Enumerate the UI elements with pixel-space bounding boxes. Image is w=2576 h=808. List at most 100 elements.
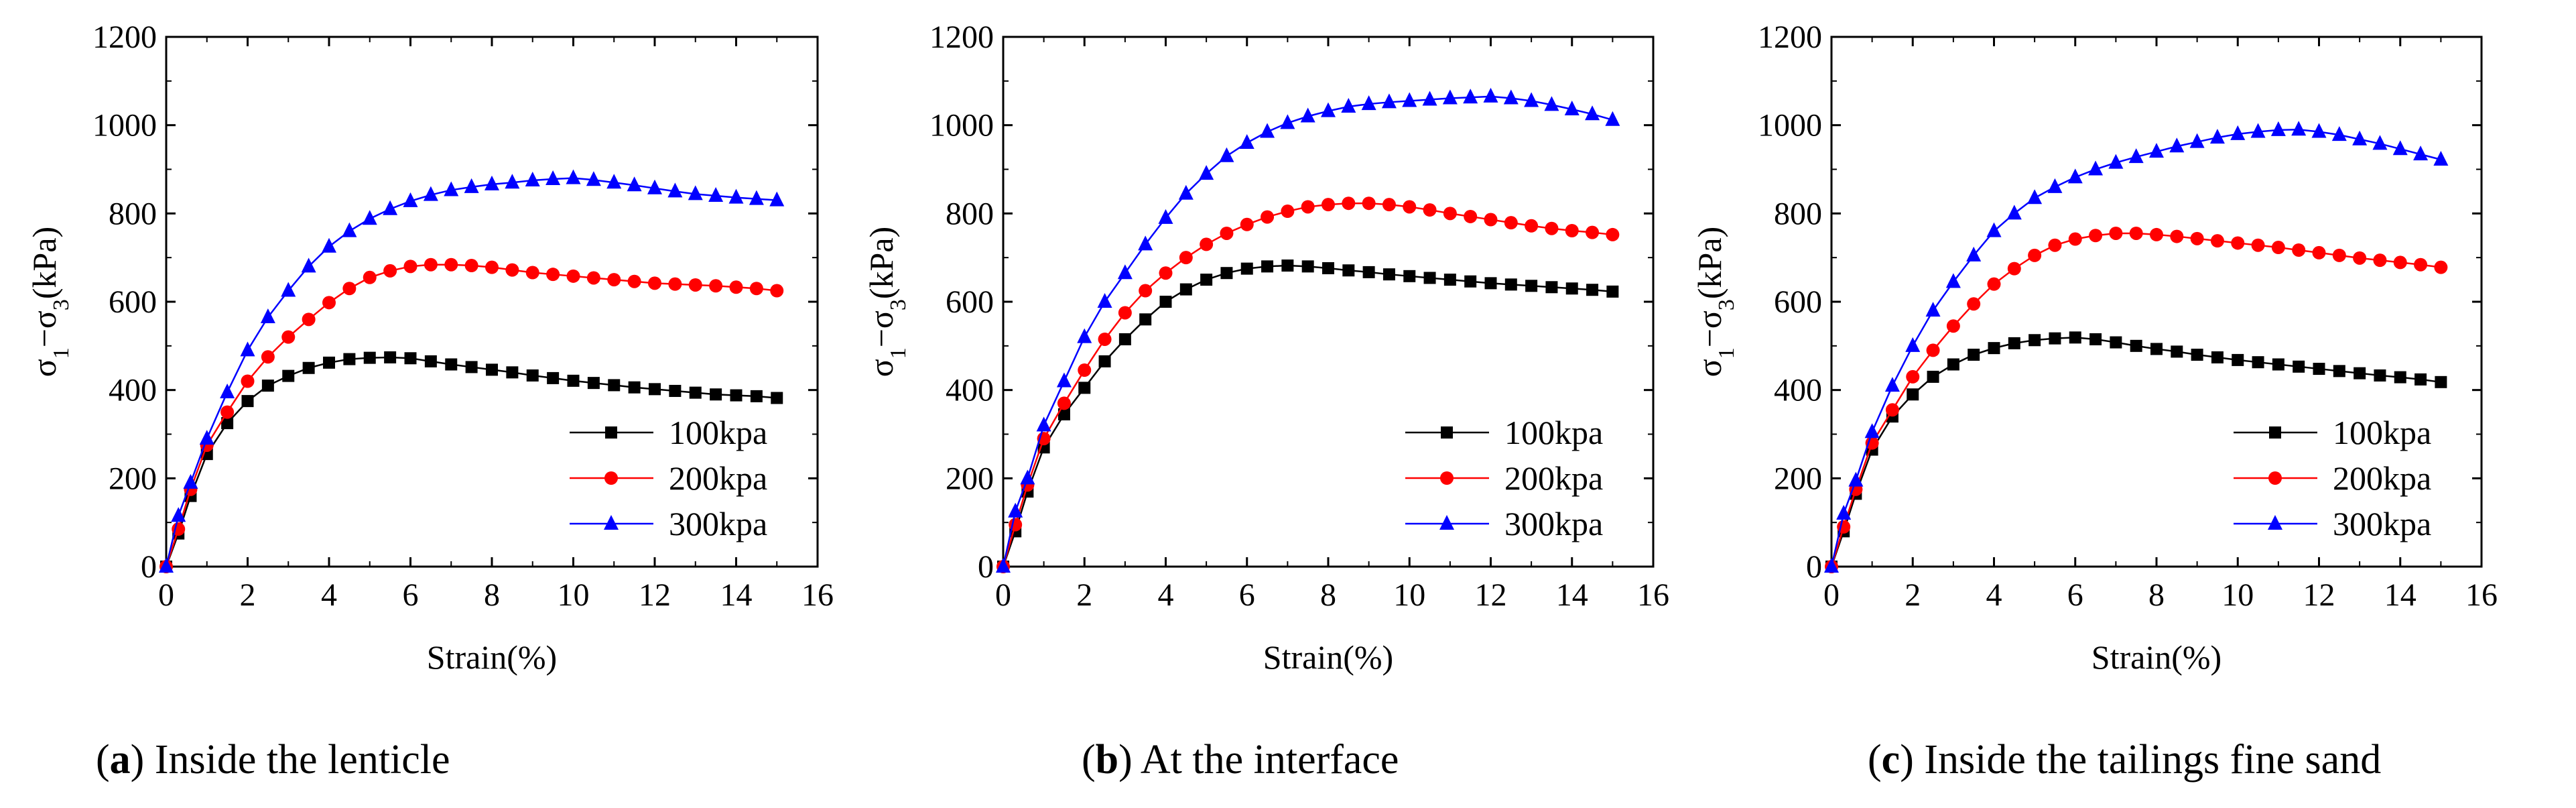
data-point-300kpa	[1178, 184, 1194, 200]
data-point-300kpa	[647, 179, 662, 194]
data-point-200kpa	[2210, 234, 2224, 248]
data-point-300kpa	[688, 185, 703, 200]
data-point-200kpa	[241, 374, 255, 388]
data-point-200kpa	[2414, 257, 2428, 272]
data-point-300kpa	[1945, 273, 1961, 288]
data-point-100kpa	[1545, 281, 1558, 294]
data-point-300kpa	[322, 237, 336, 253]
data-point-100kpa	[261, 380, 274, 392]
legend-marker-300kpa	[1439, 515, 1454, 530]
legend-label-300kpa: 300kpa	[1504, 505, 1603, 542]
data-point-300kpa	[1925, 302, 1941, 317]
data-point-300kpa	[1077, 328, 1092, 343]
x-axis-label: Strain(%)	[427, 638, 557, 676]
data-point-300kpa	[1300, 107, 1315, 123]
data-point-300kpa	[1381, 93, 1397, 109]
data-point-300kpa	[383, 200, 398, 215]
data-point-300kpa	[301, 257, 316, 273]
data-point-300kpa	[423, 186, 438, 201]
x-tick-label: 10	[558, 577, 590, 613]
data-point-200kpa	[1464, 209, 1478, 223]
data-point-100kpa	[2049, 332, 2061, 345]
data-point-200kpa	[1057, 396, 1071, 410]
x-tick-label: 12	[1475, 577, 1507, 613]
data-point-200kpa	[1885, 403, 1899, 417]
data-point-200kpa	[1586, 225, 1600, 239]
legend-marker-200kpa	[1440, 471, 1454, 485]
data-point-100kpa	[2414, 373, 2427, 386]
data-point-300kpa	[2088, 160, 2104, 176]
data-point-300kpa	[260, 308, 275, 324]
data-point-100kpa	[1565, 282, 1578, 295]
data-point-100kpa	[1403, 270, 1416, 282]
data-point-300kpa	[1463, 89, 1478, 104]
y-label-subscript: 3	[886, 299, 911, 310]
data-point-200kpa	[668, 277, 682, 291]
data-point-200kpa	[1342, 196, 1356, 211]
y-tick-label: 400	[946, 373, 994, 408]
x-tick-label: 8	[484, 577, 500, 613]
data-point-200kpa	[2028, 248, 2042, 262]
data-point-300kpa	[1503, 89, 1519, 105]
data-point-100kpa	[1342, 264, 1355, 277]
legend-label-100kpa: 100kpa	[1504, 414, 1603, 451]
data-point-300kpa	[1442, 89, 1458, 105]
y-label-part: σ	[1691, 359, 1728, 377]
y-tick-label: 800	[1774, 196, 1822, 231]
data-point-200kpa	[1322, 198, 1335, 212]
data-point-300kpa	[199, 430, 214, 445]
data-point-300kpa	[1836, 505, 1852, 520]
x-axis-label: Strain(%)	[1263, 638, 1393, 676]
legend-label-100kpa: 100kpa	[669, 414, 767, 451]
y-label-part: (kPa)	[1691, 227, 1728, 299]
data-point-100kpa	[1525, 280, 1538, 292]
data-point-200kpa	[1159, 266, 1173, 280]
data-point-300kpa	[2169, 137, 2185, 153]
data-point-300kpa	[2372, 135, 2388, 150]
data-point-100kpa	[323, 356, 335, 369]
data-point-300kpa	[1986, 222, 2002, 237]
data-point-200kpa	[2292, 243, 2306, 257]
y-label-subscript: 1	[886, 347, 911, 359]
data-point-100kpa	[1484, 277, 1497, 290]
data-point-100kpa	[628, 381, 641, 394]
data-point-200kpa	[1987, 277, 2001, 291]
data-point-300kpa	[1008, 502, 1023, 518]
data-point-100kpa	[608, 379, 621, 392]
x-tick-label: 6	[1239, 577, 1255, 613]
data-point-200kpa	[566, 269, 580, 283]
x-tick-label: 0	[158, 577, 174, 613]
y-label-subscript: 3	[49, 299, 74, 310]
data-point-100kpa	[2374, 369, 2386, 382]
x-tick-label: 16	[2465, 577, 2498, 613]
data-point-100kpa	[486, 363, 498, 376]
y-tick-label: 1200	[1758, 19, 1822, 55]
y-tick-label: 600	[1774, 284, 1822, 320]
data-point-300kpa	[1117, 264, 1133, 280]
data-point-100kpa	[2354, 367, 2366, 380]
y-tick-label: 600	[946, 284, 994, 320]
data-point-100kpa	[1423, 272, 1436, 284]
data-point-300kpa	[1158, 209, 1173, 224]
data-point-100kpa	[2333, 365, 2345, 378]
legend-marker-200kpa	[604, 471, 618, 485]
data-point-200kpa	[485, 260, 499, 274]
data-point-200kpa	[749, 282, 763, 296]
data-point-100kpa	[1301, 260, 1314, 273]
y-tick-label: 1200	[92, 19, 157, 55]
y-tick-label: 1000	[92, 108, 157, 143]
data-point-100kpa	[649, 383, 661, 396]
data-point-100kpa	[2211, 351, 2224, 363]
data-point-300kpa	[2291, 121, 2307, 136]
data-point-300kpa	[1905, 337, 1921, 352]
data-point-200kpa	[2271, 241, 2285, 255]
data-point-200kpa	[281, 330, 296, 344]
data-point-100kpa	[669, 384, 682, 397]
data-point-100kpa	[1200, 274, 1213, 286]
x-tick-label: 2	[1905, 577, 1921, 613]
data-point-200kpa	[2434, 260, 2448, 274]
data-point-300kpa	[2270, 121, 2286, 136]
x-axis-label: Strain(%)	[2091, 638, 2221, 676]
data-point-300kpa	[2413, 146, 2429, 161]
